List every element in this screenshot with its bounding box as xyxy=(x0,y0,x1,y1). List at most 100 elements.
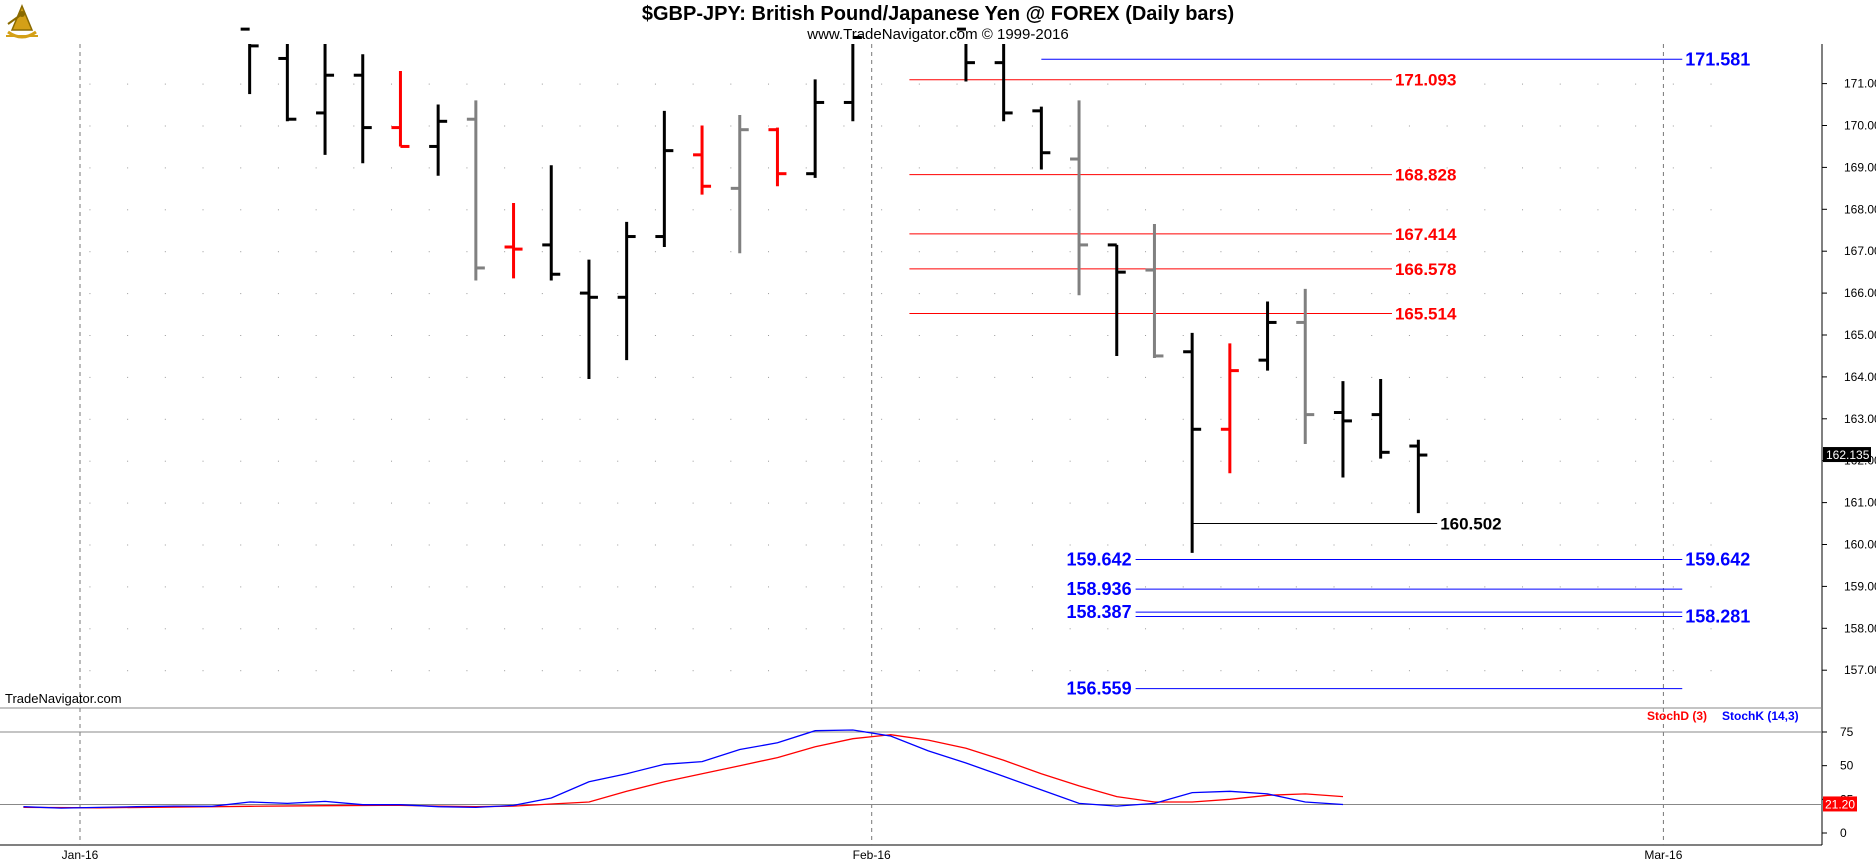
grid-dot xyxy=(391,209,393,211)
grid-dot xyxy=(240,460,242,462)
grid-dot xyxy=(164,418,166,420)
grid-dot xyxy=(353,83,355,85)
grid-dot xyxy=(768,502,770,504)
grid-dot xyxy=(1182,293,1184,295)
grid-dot xyxy=(1258,335,1260,336)
grid-dot xyxy=(504,502,506,504)
grid-dot xyxy=(1182,335,1184,336)
grid-dot xyxy=(1446,544,1448,546)
grid-dot xyxy=(391,418,393,420)
grid-dot xyxy=(956,586,958,588)
grid-dot xyxy=(1145,335,1147,336)
grid-dot xyxy=(1559,251,1561,253)
grid-dot xyxy=(1220,586,1222,588)
grid-dot xyxy=(843,670,845,672)
grid-dot xyxy=(1710,460,1712,462)
grid-dot xyxy=(1710,83,1712,85)
grid-dot xyxy=(1672,83,1674,85)
grid-dot xyxy=(1258,502,1260,504)
grid-dot xyxy=(164,335,166,336)
grid-dot xyxy=(918,376,920,378)
grid-dot xyxy=(315,586,317,588)
grid-dot xyxy=(428,293,430,295)
grid-dot xyxy=(956,628,958,630)
grid-dot xyxy=(428,460,430,462)
grid-dot xyxy=(1182,83,1184,85)
grid-dot xyxy=(127,125,129,127)
grid-dot xyxy=(1597,376,1599,378)
grid-dot xyxy=(1220,502,1222,504)
grid-dot xyxy=(127,418,129,420)
grid-dot xyxy=(1446,670,1448,672)
grid-dot xyxy=(1069,460,1071,462)
grid-dot xyxy=(1295,293,1297,295)
grid-dot xyxy=(956,209,958,211)
grid-dot xyxy=(1107,544,1109,546)
grid-dot xyxy=(617,502,619,504)
grid-dot xyxy=(277,167,279,169)
grid-dot xyxy=(956,670,958,672)
grid-dot xyxy=(1069,502,1071,504)
date-tick-label: Feb-16 xyxy=(853,848,891,862)
grid-dot xyxy=(391,460,393,462)
grid-dot xyxy=(315,376,317,378)
grid-dot xyxy=(353,167,355,169)
grid-dot xyxy=(1559,167,1561,169)
grid-dot xyxy=(1031,586,1033,588)
grid-dot xyxy=(89,167,91,169)
grid-dot xyxy=(541,628,543,630)
grid-dot xyxy=(1333,209,1335,211)
ohlc-bar xyxy=(956,27,975,82)
grid-dot xyxy=(1522,125,1524,127)
grid-dot xyxy=(730,460,732,462)
grid-dot xyxy=(692,670,694,672)
grid-dot xyxy=(277,544,279,546)
grid-dot xyxy=(1220,293,1222,295)
grid-dot xyxy=(504,376,506,378)
grid-dot xyxy=(843,586,845,588)
grid-dot xyxy=(1484,628,1486,630)
grid-dot xyxy=(1559,293,1561,295)
grid-dot xyxy=(541,167,543,169)
grid-dot xyxy=(994,544,996,546)
grid-dot xyxy=(730,418,732,420)
grid-dot xyxy=(1371,293,1373,295)
grid-dot xyxy=(1069,167,1071,169)
watermark-text: TradeNavigator.com xyxy=(5,691,122,706)
grid-dot xyxy=(918,418,920,420)
grid-dot xyxy=(1597,544,1599,546)
grid-dot xyxy=(466,628,468,630)
grid-dot xyxy=(541,125,543,127)
ohlc-bar xyxy=(240,27,259,95)
grid-dot xyxy=(1635,418,1637,420)
grid-dot xyxy=(881,418,883,420)
grid-dot xyxy=(768,544,770,546)
grid-dot xyxy=(428,83,430,85)
grid-dot xyxy=(1371,335,1373,336)
grid-dot xyxy=(127,83,129,85)
grid-dot xyxy=(1635,376,1637,378)
grid-dot xyxy=(164,251,166,253)
grid-dot xyxy=(1069,335,1071,336)
grid-dot xyxy=(353,209,355,211)
grid-dot xyxy=(127,628,129,630)
grid-dot xyxy=(1182,251,1184,253)
grid-dot xyxy=(1522,83,1524,85)
grid-dot xyxy=(240,586,242,588)
grid-dot xyxy=(1371,628,1373,630)
grid-dot xyxy=(504,586,506,588)
grid-dot xyxy=(617,544,619,546)
grid-dot xyxy=(391,670,393,672)
grid-dot xyxy=(1069,586,1071,588)
grid-dot xyxy=(1408,544,1410,546)
grid-dot xyxy=(918,335,920,336)
grid-dot xyxy=(1408,376,1410,378)
grid-dot xyxy=(1182,502,1184,504)
grid-dot xyxy=(1258,209,1260,211)
grid-dot xyxy=(617,167,619,169)
grid-dot xyxy=(881,544,883,546)
grid-dot xyxy=(692,586,694,588)
chart-subtitle: www.TradeNavigator.com © 1999-2016 xyxy=(807,26,1069,43)
stoch-d-line xyxy=(23,734,1344,809)
grid-dot xyxy=(994,376,996,378)
